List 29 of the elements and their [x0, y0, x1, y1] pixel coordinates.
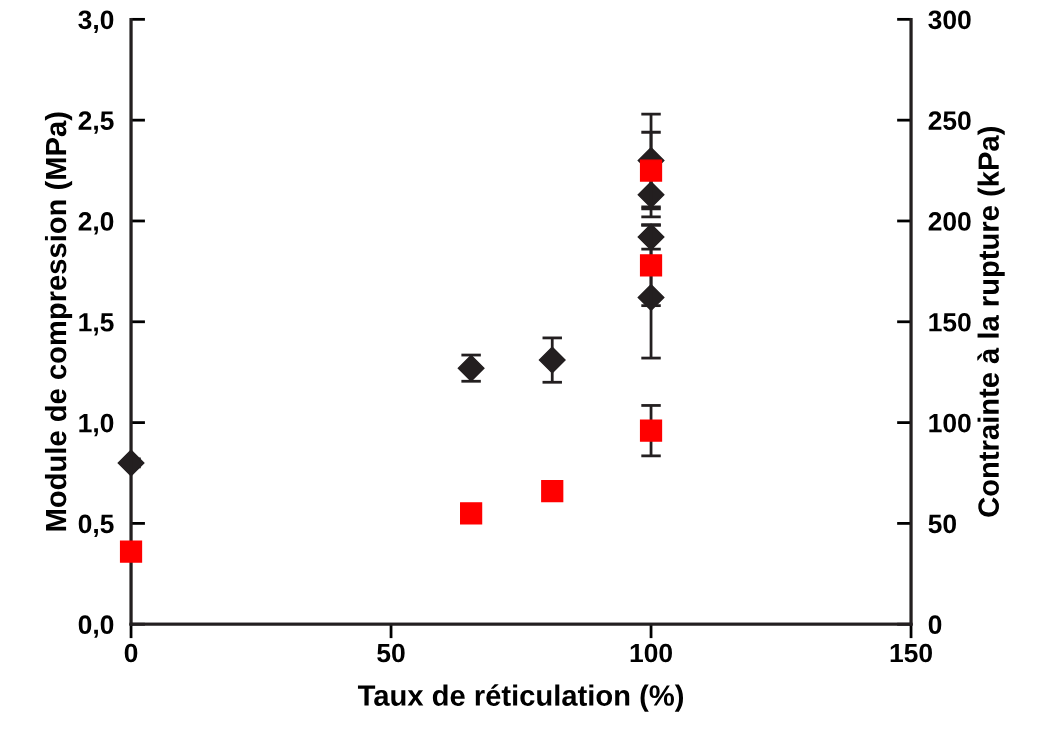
- y-tick-label: 2,0: [78, 212, 114, 235]
- y2-tick-label: 200: [928, 212, 971, 231]
- x-tick-label: 0: [124, 643, 138, 663]
- y2-tick-label: 250: [928, 111, 971, 130]
- point: [639, 159, 663, 182]
- x-tick-label: 150: [890, 643, 932, 663]
- point: [637, 181, 665, 209]
- y2-tick-label: 300: [928, 10, 971, 30]
- y2-tick-label: 50: [928, 514, 956, 534]
- point: [538, 346, 566, 374]
- y-tick-label: 1,0: [79, 413, 114, 437]
- point: [541, 480, 564, 503]
- y-tick-label: 3,0: [78, 10, 114, 33]
- y-tick-label: 0,0: [78, 615, 114, 638]
- y2-tick-label: 0: [928, 615, 942, 635]
- x-tick-label: 100: [630, 643, 672, 663]
- y-tick-label: 2,5: [78, 111, 114, 134]
- x-axis-title: Taux de réticulation (%): [357, 684, 684, 712]
- y-tick-label: 0,5: [78, 514, 114, 538]
- point: [639, 254, 663, 277]
- x-tick-label: 50: [377, 643, 405, 663]
- y-tick-label: 1,5: [79, 313, 114, 336]
- point: [119, 540, 143, 563]
- y2-axis-title: Contrainte à la rupture (kPa): [977, 127, 1005, 517]
- point: [460, 502, 483, 525]
- point: [639, 419, 663, 442]
- y2-tick-label: 150: [929, 312, 971, 332]
- y2-tick-label: 100: [929, 413, 971, 433]
- y-axis-title: Module de compression (MPa): [44, 112, 73, 531]
